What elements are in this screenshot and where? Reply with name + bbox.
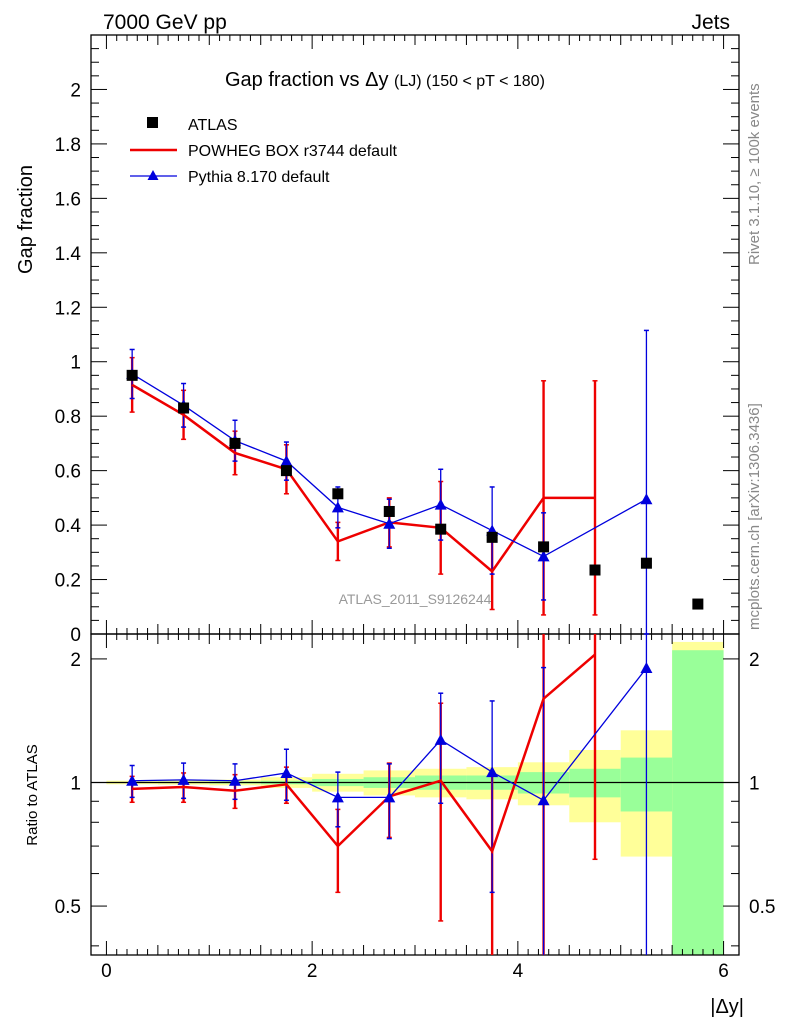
ratio-y-tick-label: 1	[70, 773, 81, 794]
ratio-pythia-point	[331, 791, 344, 803]
x-tick-label: 6	[718, 961, 729, 982]
atlas-data-point	[692, 598, 704, 610]
atlas-data-point	[229, 437, 241, 449]
analysis-watermark: ATLAS_2011_S9126244	[339, 591, 492, 607]
main-y-tick-label: 0.6	[55, 462, 81, 483]
main-series	[126, 329, 704, 635]
ratio-pythia-point	[280, 766, 293, 778]
atlas-data-point	[332, 488, 344, 500]
main-y-tick-label: 1.8	[55, 135, 81, 156]
atlas-data-point	[640, 557, 652, 569]
ratio-y-tick-label-right: 2	[749, 650, 760, 671]
pythia-point	[537, 550, 550, 562]
ratio-pythia-point	[434, 733, 447, 745]
ratio-pythia-point	[229, 774, 241, 786]
ratio-y-axis-title: Ratio to ATLAS	[24, 744, 41, 845]
ratio-pythia-point	[486, 766, 499, 778]
atlas-data-point	[383, 505, 395, 517]
ratio-pythia-point	[537, 794, 550, 806]
main-y-tick-label: 1.4	[55, 244, 82, 265]
mcplots-reference-label: mcplots.cern.ch [arXiv:1306.3436]	[746, 403, 763, 630]
pythia-point	[331, 501, 344, 513]
atlas-data-point	[486, 531, 498, 543]
powheg-line	[131, 383, 595, 574]
main-y-tick-label: 0.8	[55, 407, 81, 428]
ratio-pythia-point	[177, 773, 190, 785]
ratio-y-tick-label: 0.5	[55, 897, 81, 918]
main-axes: 0 0.2 0.4 0.6 0.8 1 1.2 1.4 1.6 1.8 2	[55, 34, 740, 646]
pythia-point	[383, 517, 396, 529]
legend: ATLAS POWHEG BOX r3744 default Pythia 8.…	[130, 117, 398, 186]
atlas-data-point	[280, 465, 292, 477]
legend-powheg-label: POWHEG BOX r3744 default	[188, 143, 398, 160]
ratio-powheg-line	[132, 653, 596, 854]
ratio-pythia-point	[640, 662, 653, 674]
ratio-y-tick-label-right: 0.5	[749, 897, 775, 918]
main-y-tick-label: 0.4	[55, 516, 82, 537]
x-tick-label: 4	[513, 961, 524, 982]
plot-title: Gap fraction vs Δy (LJ) (150 < pT < 180)	[225, 69, 545, 91]
ratio-y-tick-label-right: 1	[749, 773, 760, 794]
ratio-pythia-line	[132, 667, 647, 802]
main-y-tick-label: 0	[70, 625, 81, 646]
green-band-bin	[672, 650, 724, 955]
ratio-axes: 0 2 4 6 0.5 0.5 1 1 2 2	[55, 633, 775, 982]
pythia-point	[434, 498, 447, 510]
main-y-tick-label: 0.2	[55, 571, 81, 592]
atlas-data-point	[589, 564, 601, 576]
x-axis-title: |Δy|	[710, 996, 744, 1018]
ratio-y-tick-label: 2	[70, 650, 81, 671]
legend-atlas-marker	[147, 117, 158, 128]
atlas-data-point	[126, 369, 138, 381]
main-y-tick-label: 1.6	[55, 189, 81, 210]
pythia-point	[280, 455, 293, 467]
main-y-tick-label: 1.2	[55, 298, 81, 319]
legend-pythia-label: Pythia 8.170 default	[188, 169, 330, 186]
pythia-point	[640, 493, 653, 505]
atlas-data-point	[178, 402, 190, 414]
ratio-series	[126, 634, 653, 955]
ratio-pythia-point	[126, 774, 139, 786]
legend-atlas-label: ATLAS	[188, 117, 238, 134]
main-y-tick-label: 2	[70, 80, 81, 101]
x-tick-label: 0	[101, 961, 112, 982]
header-energy-label: 7000 GeV pp	[103, 11, 227, 34]
legend-pythia-marker	[147, 170, 159, 180]
x-tick-label: 2	[307, 961, 318, 982]
atlas-data-point	[435, 523, 447, 535]
atlas-data-point	[538, 541, 550, 553]
main-y-tick-label: 1	[70, 353, 81, 374]
header-category-label: Jets	[691, 11, 730, 34]
pythia-line	[131, 373, 647, 558]
rivet-version-label: Rivet 3.1.10, ≥ 100k events	[746, 83, 763, 265]
main-y-axis-title: Gap fraction	[15, 165, 37, 274]
ratio-pythia-point	[383, 791, 396, 803]
